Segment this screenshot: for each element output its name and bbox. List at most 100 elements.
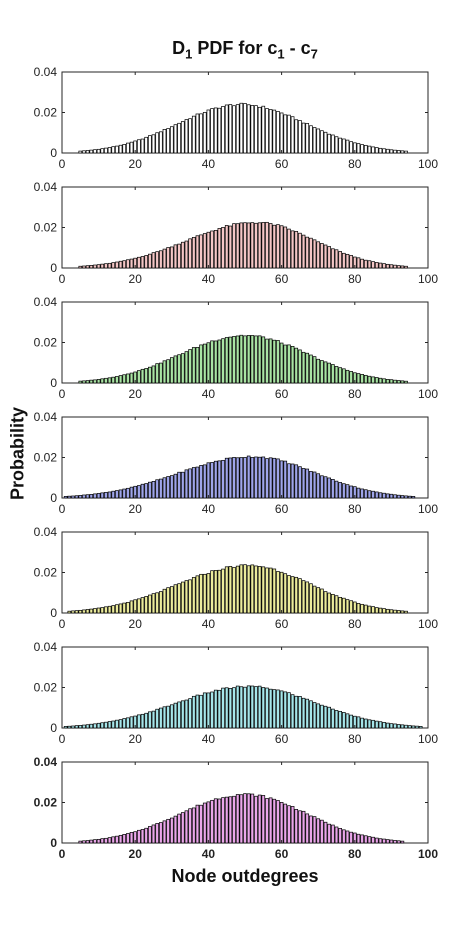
- bar: [100, 838, 105, 844]
- x-tick-label: 0: [59, 847, 66, 861]
- bar: [338, 251, 342, 269]
- bar: [118, 834, 123, 844]
- x-tick-label: 100: [418, 732, 438, 746]
- bar: [385, 722, 390, 729]
- bar: [74, 495, 79, 499]
- x-tick-label: 60: [275, 387, 289, 401]
- bar: [239, 794, 244, 844]
- bar: [107, 837, 112, 844]
- bar: [393, 264, 397, 269]
- bar: [129, 486, 134, 499]
- bar: [272, 689, 277, 729]
- bar: [96, 148, 101, 154]
- bar: [115, 376, 119, 384]
- bar: [221, 227, 225, 269]
- bar: [162, 477, 167, 499]
- bar: [261, 795, 266, 844]
- y-tick-label: 0.02: [34, 221, 58, 235]
- bar: [239, 334, 244, 384]
- bar: [89, 839, 94, 844]
- bar: [63, 726, 68, 729]
- bar: [122, 374, 127, 384]
- bar: [202, 343, 207, 384]
- bar: [148, 481, 152, 499]
- bar: [261, 566, 266, 614]
- bar: [224, 687, 229, 729]
- bar: [235, 104, 240, 154]
- bar: [374, 837, 379, 844]
- bar: [122, 718, 127, 729]
- bar: [294, 695, 299, 729]
- bar: [199, 113, 203, 154]
- x-tick-label: 40: [202, 387, 216, 401]
- bar: [111, 836, 116, 844]
- y-tick-label: 0.02: [34, 106, 58, 120]
- bar: [137, 829, 141, 844]
- bar: [148, 826, 152, 844]
- bar: [374, 607, 379, 614]
- bar: [173, 244, 178, 269]
- bar: [400, 610, 405, 614]
- bar: [320, 819, 324, 844]
- bar: [155, 708, 159, 729]
- bar: [316, 358, 321, 384]
- x-tick-label: 40: [202, 502, 216, 516]
- bar: [85, 840, 90, 844]
- bar: [210, 691, 214, 729]
- bar: [268, 567, 273, 614]
- bar: [290, 694, 295, 729]
- bar: [320, 704, 324, 729]
- bar: [180, 700, 185, 729]
- bar: [342, 252, 346, 269]
- bar: [396, 724, 401, 729]
- bar: [363, 604, 368, 614]
- bar: [371, 146, 375, 154]
- bar: [155, 479, 159, 499]
- bar: [195, 694, 200, 729]
- bar: [327, 362, 332, 384]
- bar: [272, 339, 277, 384]
- bar: [378, 607, 383, 614]
- bar: [389, 723, 394, 729]
- bar: [82, 840, 86, 844]
- x-tick-label: 20: [129, 157, 143, 171]
- bar: [250, 222, 255, 269]
- bar: [221, 797, 225, 844]
- bar: [331, 134, 335, 154]
- bar: [323, 591, 328, 614]
- bar: [213, 230, 218, 269]
- y-tick-label: 0: [50, 491, 57, 505]
- y-tick-label: 0.04: [34, 180, 58, 194]
- bar: [235, 335, 240, 384]
- bar: [367, 145, 372, 154]
- bar: [378, 838, 383, 844]
- bar: [294, 464, 299, 499]
- bar: [144, 368, 149, 384]
- bar: [371, 719, 375, 729]
- bar: [371, 376, 375, 384]
- bar: [162, 588, 167, 614]
- bar: [316, 587, 321, 614]
- bar: [78, 380, 83, 384]
- bar: [309, 700, 313, 729]
- bar: [287, 463, 291, 499]
- bar: [235, 685, 240, 729]
- bar: [180, 471, 185, 499]
- bar: [191, 467, 196, 499]
- bar: [400, 380, 405, 384]
- bar: [115, 145, 119, 154]
- bar: [239, 686, 244, 729]
- bar: [191, 115, 196, 154]
- bar: [177, 354, 181, 384]
- bar: [301, 810, 306, 844]
- bar: [93, 149, 97, 154]
- x-tick-label: 100: [418, 617, 438, 631]
- bar: [169, 817, 174, 844]
- bar: [71, 725, 75, 729]
- y-tick-label: 0.02: [34, 336, 58, 350]
- bar: [85, 724, 90, 729]
- bar: [137, 139, 141, 154]
- bar: [382, 263, 386, 269]
- bar: [177, 813, 181, 844]
